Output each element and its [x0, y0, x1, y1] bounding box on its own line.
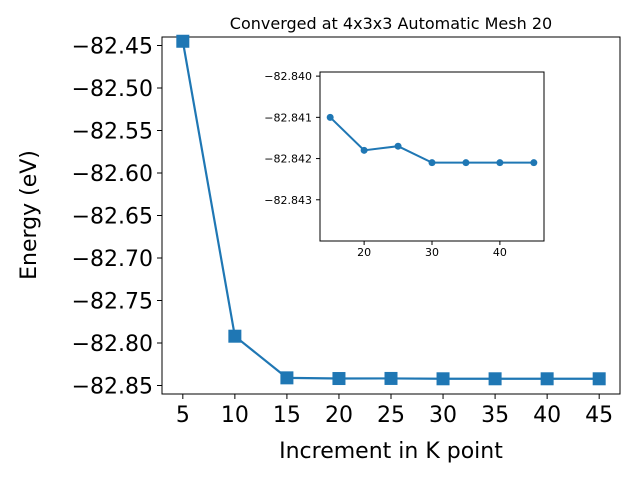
inset-y-tick-label: −82.841 [264, 111, 312, 124]
main-data-point [592, 372, 606, 386]
inset-data-point [530, 159, 538, 167]
main-data-point [488, 372, 502, 386]
inset-plot-frame [319, 71, 545, 242]
y-axis-title: Energy (eV) [17, 150, 42, 280]
main-data-point [280, 371, 294, 385]
inset-data-point [360, 146, 368, 154]
main-x-tick-label: 40 [533, 403, 561, 428]
x-axis-title: Increment in K point [279, 439, 503, 464]
inset-data-point [326, 113, 334, 121]
main-y-tick-label: −82.45 [72, 35, 153, 60]
inset-y-tick-label: −82.843 [264, 194, 312, 207]
main-y-tick-label: −82.75 [72, 290, 153, 315]
main-data-point [436, 372, 450, 386]
main-y-tick-label: −82.60 [72, 162, 153, 187]
main-x-tick-label: 35 [481, 403, 509, 428]
inset-data-point [496, 159, 504, 167]
main-data-point [176, 34, 190, 48]
main-y-tick-label: −82.85 [72, 375, 153, 400]
inset-x-tick-label: 20 [357, 246, 371, 259]
inset-data-point [394, 142, 402, 150]
main-x-tick-label: 5 [176, 403, 190, 428]
main-series-line [181, 41, 600, 380]
inset-x-tick-label: 40 [493, 246, 507, 259]
inset-x-tick-label: 30 [425, 246, 439, 259]
main-data-point [384, 371, 398, 385]
main-data-point [228, 329, 242, 343]
inset-data-point [428, 159, 436, 167]
main-y-tick-label: −82.65 [72, 205, 153, 230]
inset-plot: 20 30 40 −82.843 −82.842 −82.841 −82.840 [264, 70, 545, 259]
main-data-point [332, 372, 346, 386]
chart-title: Converged at 4x3x3 Automatic Mesh 20 [230, 14, 552, 33]
main-x-tick-label: 25 [377, 403, 405, 428]
main-x-tick-label: 45 [585, 403, 613, 428]
main-data-point [540, 372, 554, 386]
main-x-tick-label: 30 [429, 403, 457, 428]
inset-series-line [329, 116, 534, 164]
main-plot: 5 10 15 20 25 30 35 40 45 −82.45 −82.50 −82.55 −82.6… [72, 34, 621, 428]
main-y-tick-label: −82.70 [72, 247, 153, 272]
main-x-tick-label: 15 [273, 403, 301, 428]
inset-y-tick-label: −82.842 [264, 153, 312, 166]
main-x-tick-label: 20 [325, 403, 353, 428]
inset-data-point [462, 159, 470, 167]
main-x-tick-label: 10 [221, 403, 249, 428]
main-y-tick-label: −82.80 [72, 332, 153, 357]
main-y-tick-label: −82.55 [72, 120, 153, 145]
main-y-tick-label: −82.50 [72, 77, 153, 102]
inset-y-tick-label: −82.840 [264, 70, 312, 83]
